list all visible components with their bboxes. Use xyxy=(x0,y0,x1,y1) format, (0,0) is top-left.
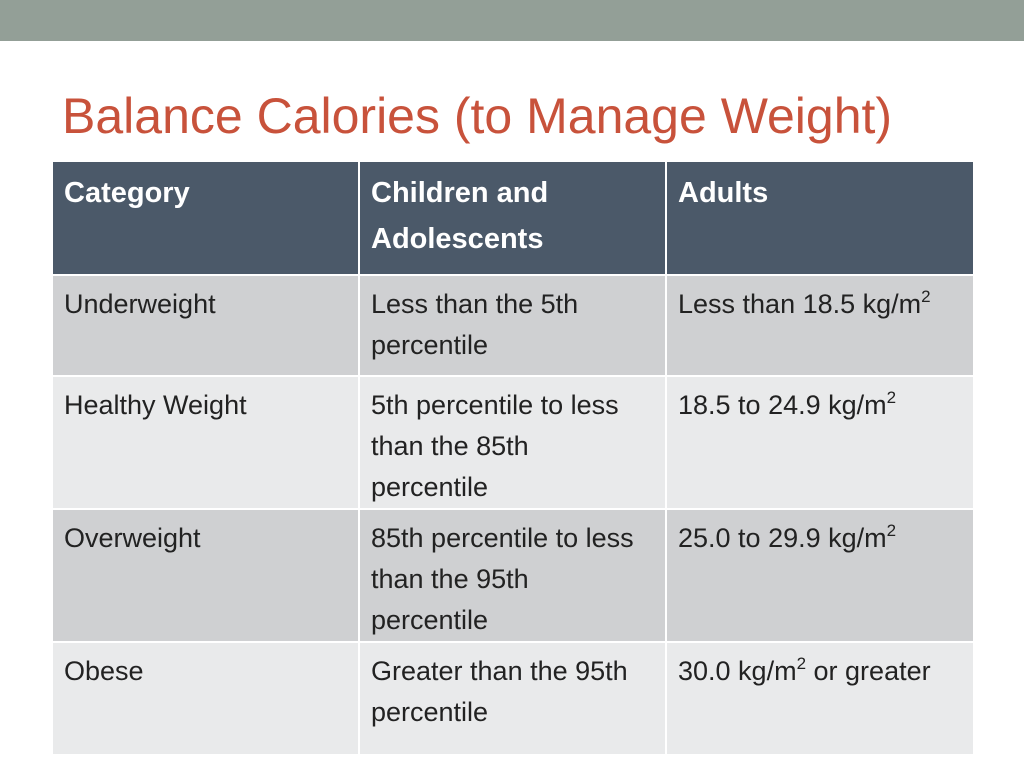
superscript: 2 xyxy=(886,388,897,407)
cell-category: Overweight xyxy=(51,508,360,643)
cell-category: Obese xyxy=(51,641,360,756)
adults-suffix: or greater xyxy=(806,656,931,686)
cell-category: Underweight xyxy=(51,274,360,377)
cell-adults: Less than 18.5 kg/m2 xyxy=(665,274,975,377)
adults-value: 18.5 to 24.9 kg/m xyxy=(678,390,887,420)
table-row: Overweight 85th percentile to less than … xyxy=(51,508,975,643)
header-children-adolescents: Children and Adolescents xyxy=(358,160,667,276)
table-row: Obese Greater than the 95th percentile 3… xyxy=(51,641,975,756)
cell-category: Healthy Weight xyxy=(51,375,360,510)
adults-value: 25.0 to 29.9 kg/m xyxy=(678,523,887,553)
table-header-row: Category Children and Adolescents Adults xyxy=(51,160,975,276)
superscript: 2 xyxy=(921,287,931,306)
cell-children: Greater than the 95th percentile xyxy=(358,641,667,756)
superscript: 2 xyxy=(886,521,897,540)
table-row: Underweight Less than the 5th percentile… xyxy=(51,274,975,377)
adults-value: 30.0 kg/m xyxy=(678,656,797,686)
cell-adults: 25.0 to 29.9 kg/m2 xyxy=(665,508,975,643)
header-category: Category xyxy=(51,160,360,276)
cell-adults: 18.5 to 24.9 kg/m2 xyxy=(665,375,975,510)
weight-category-table: Category Children and Adolescents Adults… xyxy=(51,160,975,756)
cell-children: 5th percentile to less than the 85th per… xyxy=(358,375,667,510)
cell-children: Less than the 5th percentile xyxy=(358,274,667,377)
top-accent-bar xyxy=(0,0,1024,41)
adults-value: Less than 18.5 kg/m xyxy=(678,289,922,319)
header-adults: Adults xyxy=(665,160,975,276)
table-row: Healthy Weight 5th percentile to less th… xyxy=(51,375,975,510)
cell-adults: 30.0 kg/m2 or greater xyxy=(665,641,975,756)
slide-title: Balance Calories (to Manage Weight) xyxy=(62,88,893,144)
superscript: 2 xyxy=(796,654,807,673)
cell-children: 85th percentile to less than the 95th pe… xyxy=(358,508,667,643)
